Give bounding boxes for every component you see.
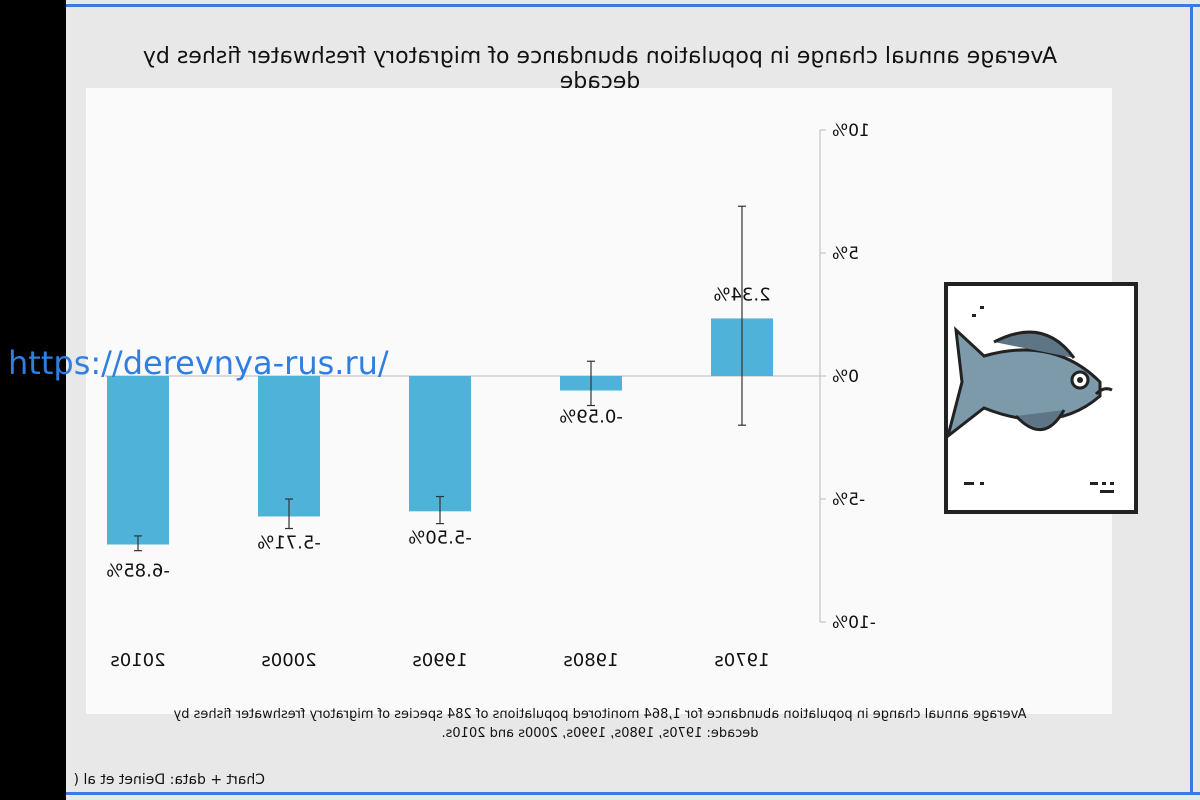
x-tick-label: 2000s [261, 650, 316, 671]
chart-credit: Chart + data: Deinet et al ( [73, 772, 265, 788]
fish-illustration-panel [944, 282, 1138, 514]
frame-right-border [1190, 4, 1193, 795]
data-label: -5.71% [257, 532, 321, 553]
y-tick-label: -10% [832, 613, 876, 633]
chart-caption: Average annual change in population abun… [173, 707, 1027, 741]
x-tick-label: 1990s [412, 650, 467, 671]
bar [409, 376, 471, 512]
data-label: 2.34% [713, 284, 770, 305]
x-tick-label: 1970s [714, 650, 769, 671]
y-tick-label: -5% [832, 490, 865, 510]
y-tick-label: 5% [832, 244, 859, 264]
watermark-url: https://derevnya-rus.ru/ [8, 344, 389, 382]
fish-icon [945, 306, 1114, 493]
data-label: -6.85% [106, 561, 170, 582]
x-tick-label: 1980s [563, 650, 618, 671]
x-tick-label: 2010s [110, 650, 165, 671]
bar [107, 376, 169, 545]
bar [258, 376, 320, 517]
frame-top-border [66, 4, 1200, 7]
y-tick-label: 10% [832, 121, 870, 141]
data-label: -0.59% [559, 407, 623, 428]
y-tick-label: 0% [832, 367, 859, 387]
frame-bottom-border [66, 792, 1200, 795]
data-label: -5.50% [408, 527, 472, 548]
